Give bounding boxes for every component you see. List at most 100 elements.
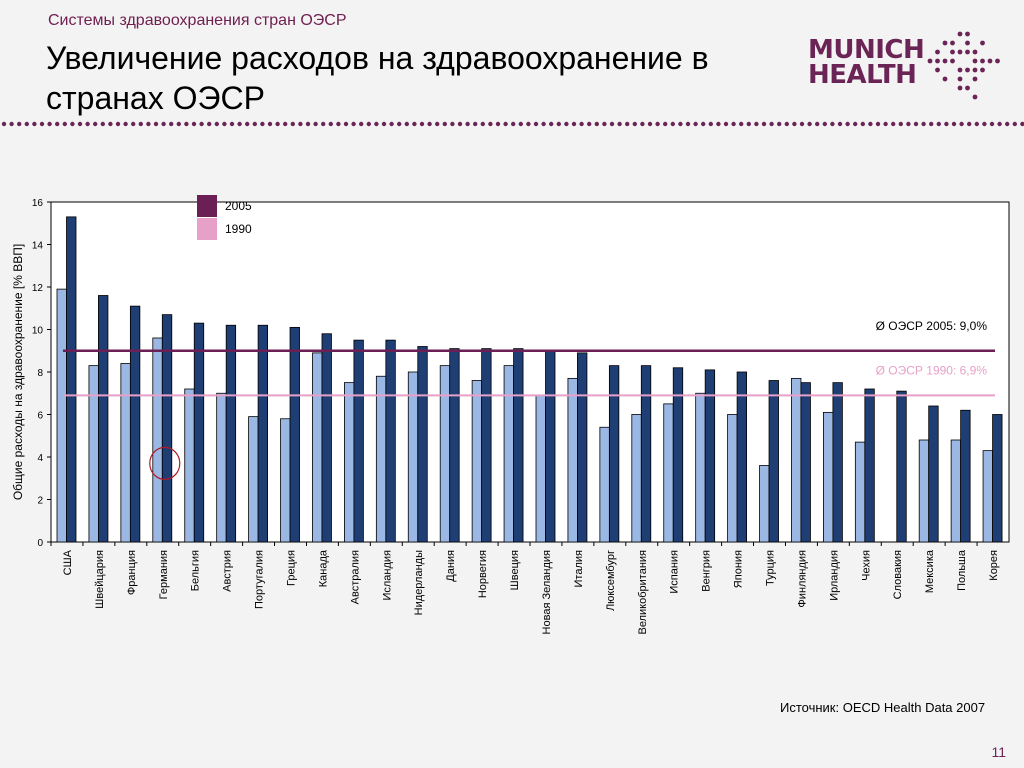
divider-dot xyxy=(191,121,197,127)
divider-dot xyxy=(739,121,744,127)
divider-dot xyxy=(229,121,235,127)
bar-2005 xyxy=(193,322,205,543)
bar-1990 xyxy=(407,371,419,543)
x-tick-label: Новая Зеландия xyxy=(541,550,553,634)
x-tick-label: Дания xyxy=(445,550,457,582)
divider-dot xyxy=(761,121,767,127)
bar-1990 xyxy=(791,377,802,543)
divider-dot xyxy=(921,121,926,127)
y-tick-label: 6 xyxy=(37,411,43,422)
logo-dot xyxy=(957,49,963,55)
x-tick-label: Словакия xyxy=(892,550,904,599)
divider-dot xyxy=(336,121,341,127)
x-tick-label: Франция xyxy=(126,550,138,595)
bar-2005 xyxy=(449,348,460,543)
x-tick-label: Люксембург xyxy=(605,550,617,611)
logo-dot xyxy=(965,67,970,73)
divider-dot xyxy=(822,121,827,127)
logo-dot xyxy=(942,76,948,82)
divider-dot xyxy=(62,121,67,127)
x-tick-label: Исландия xyxy=(381,550,393,601)
bar-1990 xyxy=(950,439,962,543)
divider-dot xyxy=(412,121,417,127)
divider-dot xyxy=(830,121,835,127)
divider-dot xyxy=(564,121,569,127)
divider-dot xyxy=(701,121,706,127)
divider-dot xyxy=(176,121,181,127)
divider-dot xyxy=(997,121,1002,127)
x-tick-label: Швейцария xyxy=(94,550,106,609)
divider-dot xyxy=(427,121,432,127)
divider-dot xyxy=(55,121,60,127)
divider-dot xyxy=(974,121,979,127)
bar-1990 xyxy=(88,365,99,543)
divider-dot xyxy=(549,121,554,127)
divider-dot xyxy=(283,121,288,127)
logo-dot xyxy=(957,85,963,91)
y-tick-label: 4 xyxy=(37,453,43,464)
divider-dot xyxy=(298,121,303,127)
divider-dot xyxy=(275,121,280,127)
bar-1990 xyxy=(375,375,387,543)
x-tick-label: Испания xyxy=(669,550,681,594)
divider-dot xyxy=(495,121,501,127)
divider-dot xyxy=(533,121,539,127)
divider-dot xyxy=(131,121,136,127)
divider-dot xyxy=(723,121,729,127)
divider-dot xyxy=(161,121,166,127)
logo-dot xyxy=(935,58,940,64)
divider-dot xyxy=(351,121,356,127)
divider-dot xyxy=(587,121,592,127)
divider-dot xyxy=(541,121,546,127)
divider-dot xyxy=(374,121,379,127)
bar-2005 xyxy=(768,380,779,543)
bar-2005 xyxy=(704,369,716,543)
slide-title-line1: Увеличение расходов на здравоохранение в xyxy=(46,40,709,76)
logo-line2: HEALTH xyxy=(808,60,917,90)
divider-dot xyxy=(845,121,850,127)
logo-dot xyxy=(972,67,978,73)
divider-dot xyxy=(875,121,881,127)
x-tick-label: Польша xyxy=(956,549,968,591)
avg-label-2005: Ø ОЭСР 2005: 9,0% xyxy=(876,319,988,333)
divider-dot xyxy=(245,121,250,127)
logo-dot xyxy=(950,58,955,64)
logo-dot xyxy=(972,76,978,82)
divider-dot xyxy=(906,121,911,127)
divider-dot xyxy=(944,121,949,127)
divider-dot xyxy=(389,121,394,127)
divider-dot xyxy=(328,121,333,127)
divider-dot xyxy=(647,121,653,127)
divider-dot xyxy=(450,121,455,127)
x-tick-label: Мексика xyxy=(924,549,936,593)
x-tick-label: Япония xyxy=(733,550,745,588)
divider-dot xyxy=(321,121,326,127)
logo-dot xyxy=(942,40,948,46)
divider-dot xyxy=(837,121,843,127)
bar-1990 xyxy=(343,382,355,543)
divider-dot xyxy=(815,121,820,127)
bar-2005 xyxy=(66,216,77,543)
x-tick-label: Швеция xyxy=(509,550,521,590)
divider-dot xyxy=(267,121,273,127)
bar-1990 xyxy=(280,418,291,543)
divider-dot xyxy=(442,121,447,127)
divider-dot xyxy=(617,121,622,127)
logo-dot xyxy=(965,31,970,37)
logo-dot xyxy=(950,49,955,55)
divider-dot xyxy=(24,121,29,127)
divider-dot xyxy=(70,121,75,127)
divider-dot xyxy=(457,121,463,127)
divider-dot xyxy=(1020,121,1024,127)
slide-title-line2: странах ОЭСР xyxy=(46,80,265,116)
x-tick-label: Канада xyxy=(317,549,329,587)
divider-dot xyxy=(716,121,721,127)
divider-dot xyxy=(260,121,265,127)
divider-dot xyxy=(670,121,675,127)
logo-dot xyxy=(965,85,970,91)
bar-2005 xyxy=(481,348,492,543)
divider-dot xyxy=(435,121,440,127)
bar-2005 xyxy=(353,339,364,543)
x-tick-label: Турция xyxy=(765,550,777,586)
bar-2005 xyxy=(832,382,843,543)
